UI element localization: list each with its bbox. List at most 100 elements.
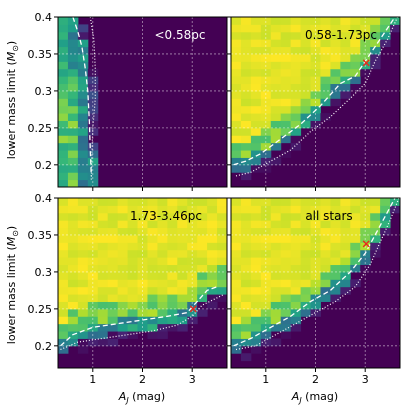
heatmap-cell: [310, 220, 321, 229]
heatmap-cell: [147, 249, 158, 258]
heatmap-cell: [350, 53, 361, 62]
heatmap-cell: [360, 257, 371, 266]
heatmap-cell: [217, 249, 227, 258]
heatmap-cell: [97, 279, 109, 288]
heatmap-cell: [77, 31, 89, 40]
heatmap-cell: [77, 286, 89, 295]
heatmap-cell: [177, 249, 188, 258]
heatmap-cell: [320, 205, 331, 214]
heatmap-cell: [137, 308, 148, 317]
heatmap-cell: [97, 286, 109, 295]
heatmap-cell: [87, 68, 99, 77]
heatmap-cell: [217, 271, 227, 280]
heatmap-cell: [177, 257, 188, 266]
heatmap-cell: [77, 179, 89, 187]
heatmap-cell: [370, 242, 381, 251]
heatmap-cell: [207, 294, 218, 302]
heatmap-cell: [77, 331, 89, 339]
heatmap-cell: [157, 316, 168, 325]
x-tick-label: 1: [262, 373, 269, 386]
heatmap-cell: [137, 257, 148, 266]
heatmap-cell: [350, 212, 361, 221]
heatmap-cell: [67, 242, 79, 251]
heatmap-cell: [340, 249, 351, 258]
heatmap-cell: [270, 113, 282, 121]
heatmap-cell: [260, 249, 272, 258]
heatmap-cell: [117, 301, 129, 310]
heatmap-cell: [117, 316, 129, 325]
heatmap-cell: [260, 83, 272, 92]
heatmap-cell: [197, 279, 208, 288]
heatmap-cell: [127, 301, 139, 310]
heatmap-cell: [58, 257, 69, 266]
heatmap-cell: [320, 31, 331, 40]
heatmap-cell: [310, 264, 321, 273]
heatmap-cell: [77, 24, 89, 33]
heatmap-cell: [340, 227, 351, 236]
heatmap-cell: [370, 205, 381, 214]
heatmap-cell: [330, 90, 341, 99]
heatmap-cell: [250, 264, 262, 273]
heatmap-cell: [380, 198, 391, 206]
y-tick-label: 0.2: [35, 340, 53, 353]
heatmap-cell: [231, 127, 242, 136]
heatmap-cell: [77, 142, 89, 151]
heatmap-cell: [58, 61, 69, 70]
heatmap-cell: [58, 242, 69, 251]
heatmap-cell: [117, 198, 129, 206]
heatmap-cell: [280, 127, 292, 136]
heatmap-cell: [280, 264, 292, 273]
heatmap-cell: [67, 301, 79, 310]
heatmap-cell: [240, 331, 252, 339]
heatmap-cell: [260, 135, 272, 144]
heatmap-cell: [67, 76, 79, 85]
heatmap-cell: [197, 264, 208, 273]
heatmap-cell: [270, 157, 282, 166]
heatmap-cell: [157, 257, 168, 266]
heatmap-cell: [97, 301, 109, 310]
heatmap-cell: [117, 205, 129, 214]
heatmap-cell: [260, 127, 272, 136]
heatmap-cell: [270, 17, 282, 25]
heatmap-cell: [250, 242, 262, 251]
heatmap-cell: [270, 24, 282, 33]
heatmap-cell: [127, 242, 139, 251]
heatmap-cell: [320, 198, 331, 206]
heatmap-cell: [107, 323, 119, 332]
heatmap-cell: [240, 242, 252, 251]
heatmap-cell: [270, 227, 282, 236]
heatmap-cell: [231, 150, 242, 158]
heatmap-cell: [280, 83, 292, 92]
heatmap-cell: [250, 127, 262, 136]
heatmap-cell: [58, 53, 69, 62]
heatmap-cell: [77, 234, 89, 243]
heatmap-cell: [58, 172, 69, 181]
heatmap-cell: [231, 271, 242, 280]
heatmap-cell: [330, 31, 341, 40]
heatmap-cell: [217, 220, 227, 229]
heatmap-cell: [250, 271, 262, 280]
heatmap-cell: [270, 338, 282, 347]
heatmap-cell: [231, 39, 242, 48]
heatmap-cell: [350, 39, 361, 48]
heatmap-cell: [207, 234, 218, 243]
heatmap-cell: [217, 198, 227, 206]
heatmap-cell: [310, 257, 321, 266]
heatmap-cell: [260, 316, 272, 325]
heatmap-cell: [77, 61, 89, 70]
heatmap-cell: [197, 242, 208, 251]
heatmap-cell: [320, 53, 331, 62]
heatmap-cell: [107, 242, 119, 251]
heatmap-cell: [280, 242, 292, 251]
heatmap-cell: [147, 316, 158, 325]
heatmap-cell: [127, 220, 139, 229]
heatmap-cell: [350, 83, 361, 92]
heatmap-cell: [350, 61, 361, 70]
heatmap-cell: [87, 249, 99, 258]
heatmap-cell: [67, 234, 79, 243]
heatmap-cell: [147, 198, 158, 206]
heatmap-cell: [231, 31, 242, 40]
heatmap-cell: [197, 198, 208, 206]
heatmap-cell: [270, 142, 282, 151]
